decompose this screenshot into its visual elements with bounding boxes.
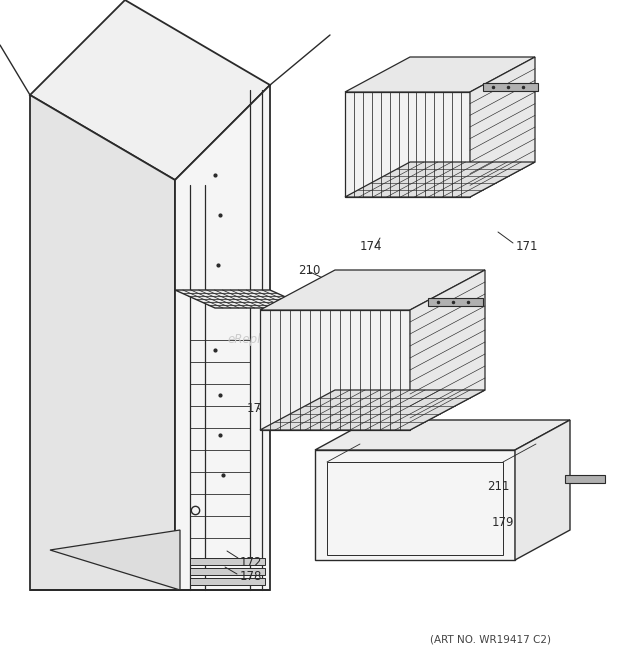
Polygon shape: [428, 298, 482, 306]
Polygon shape: [260, 270, 485, 310]
Polygon shape: [410, 270, 485, 430]
Text: eReplacementParts.com: eReplacementParts.com: [228, 334, 372, 346]
Polygon shape: [175, 85, 270, 590]
Polygon shape: [345, 92, 470, 197]
Polygon shape: [30, 95, 175, 590]
Text: 179: 179: [492, 516, 515, 529]
Text: 211: 211: [487, 481, 510, 494]
Polygon shape: [50, 530, 180, 590]
Polygon shape: [515, 420, 570, 560]
Polygon shape: [260, 310, 410, 430]
Text: 174: 174: [360, 241, 383, 254]
Polygon shape: [482, 83, 538, 91]
Text: 174: 174: [247, 401, 270, 414]
Polygon shape: [565, 475, 605, 483]
Text: 173: 173: [416, 329, 438, 342]
Polygon shape: [470, 57, 535, 197]
Text: (ART NO. WR19417 C2): (ART NO. WR19417 C2): [430, 635, 551, 645]
Polygon shape: [315, 450, 515, 560]
Polygon shape: [30, 0, 270, 180]
Polygon shape: [175, 290, 310, 308]
Text: 210: 210: [298, 264, 321, 276]
Polygon shape: [315, 420, 570, 450]
Text: 171: 171: [296, 321, 319, 334]
Polygon shape: [345, 162, 535, 197]
Polygon shape: [190, 558, 265, 565]
Text: 172: 172: [240, 555, 262, 568]
Polygon shape: [190, 578, 265, 585]
Text: 173: 173: [495, 104, 517, 116]
Text: 171: 171: [516, 239, 539, 253]
Polygon shape: [190, 568, 265, 575]
Polygon shape: [345, 57, 535, 92]
Text: 178: 178: [240, 570, 262, 584]
Polygon shape: [260, 390, 485, 430]
